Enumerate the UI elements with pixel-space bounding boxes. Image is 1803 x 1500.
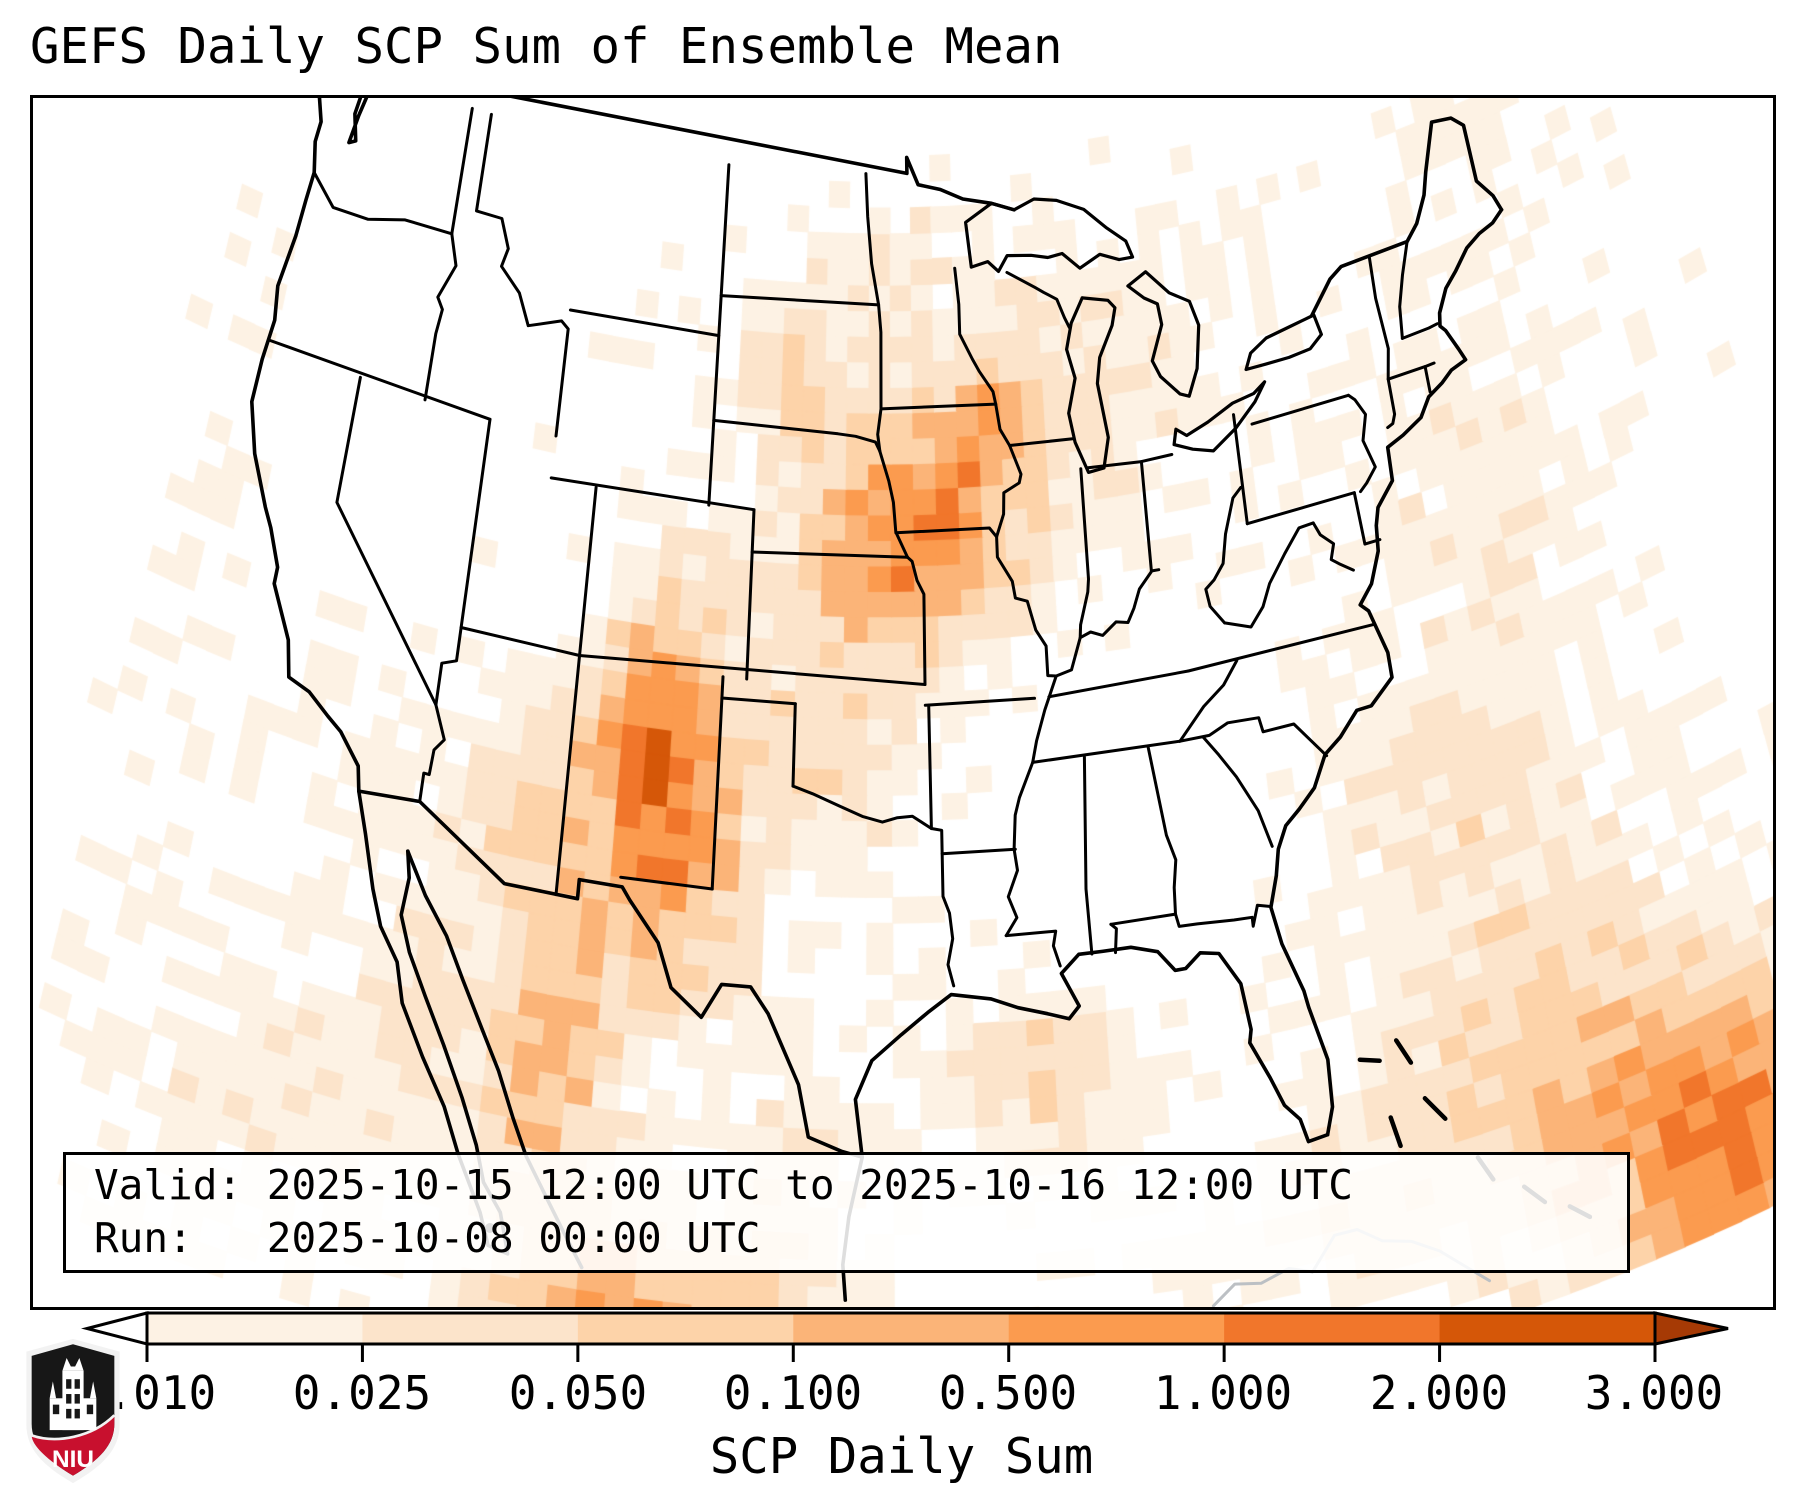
colorbar-tick-label: 1.000 (1153, 1366, 1293, 1420)
page-title: GEFS Daily SCP Sum of Ensemble Mean (30, 18, 1063, 75)
logo-text: NIU (52, 1446, 94, 1473)
logo-castle-icon (49, 1358, 97, 1431)
colorbar-tick-label: 0.025 (292, 1366, 432, 1420)
colorbar-tick-label: 2.000 (1369, 1366, 1509, 1420)
map-panel: Valid: 2025-10-15 12:00 UTC to 2025-10-1… (30, 95, 1776, 1310)
logo-swoosh (31, 1414, 116, 1441)
colorbar-tick-label: 3.000 (1584, 1366, 1724, 1420)
run-time-text: Run: 2025-10-08 00:00 UTC (94, 1214, 761, 1262)
colorbar (81, 1311, 1729, 1362)
map-boundaries (250, 98, 1593, 1307)
forecast-info-box: Valid: 2025-10-15 12:00 UTC to 2025-10-1… (63, 1152, 1630, 1273)
colorbar-tick-label: 0.050 (508, 1366, 648, 1420)
colorbar-tick-label: 0.100 (723, 1366, 863, 1420)
niu-logo: NIU (26, 1338, 120, 1484)
colorbar-axis-label: SCP Daily Sum (709, 1428, 1094, 1485)
scp-heatmap (33, 98, 1773, 1307)
valid-time-text: Valid: 2025-10-15 12:00 UTC to 2025-10-1… (94, 1161, 1353, 1209)
colorbar-tick-label: 0.500 (938, 1366, 1078, 1420)
